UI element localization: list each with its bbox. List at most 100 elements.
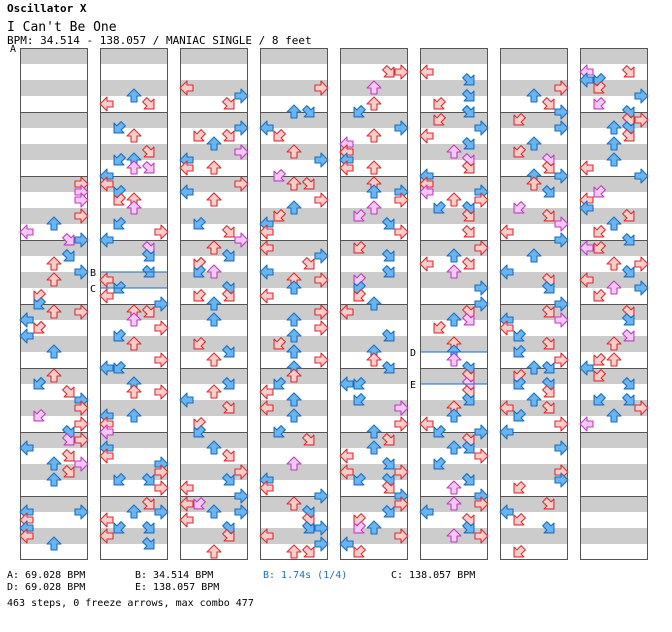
dance-arrow-icon xyxy=(606,120,622,135)
dance-arrow-icon xyxy=(179,392,194,408)
artist-title: Oscillator X xyxy=(7,2,87,15)
beat-band xyxy=(20,336,88,352)
dance-arrow-icon xyxy=(366,424,382,439)
dance-arrow-icon xyxy=(286,280,302,295)
dance-arrow-icon xyxy=(154,320,169,336)
dance-arrow-icon xyxy=(193,289,206,302)
dance-arrow-icon xyxy=(513,145,526,158)
dance-arrow-icon xyxy=(446,144,462,159)
dance-arrow-icon xyxy=(353,289,366,302)
dance-arrow-icon xyxy=(206,240,222,255)
dance-arrow-icon xyxy=(382,217,395,230)
dance-arrow-icon xyxy=(222,401,235,414)
beat-band xyxy=(20,496,88,512)
beat-band xyxy=(420,368,488,384)
dance-arrow-icon xyxy=(474,296,489,312)
beat-band xyxy=(260,240,328,256)
dance-arrow-icon xyxy=(206,160,222,175)
dance-arrow-icon xyxy=(46,304,62,319)
dance-arrow-icon xyxy=(286,328,302,343)
dance-arrow-icon xyxy=(542,305,555,318)
dance-arrow-icon xyxy=(579,272,594,288)
dance-arrow-icon xyxy=(542,521,555,534)
dance-arrow-icon xyxy=(99,512,114,528)
dance-arrow-icon xyxy=(606,152,622,167)
dance-arrow-icon xyxy=(154,464,169,480)
dance-arrow-icon xyxy=(554,120,569,136)
dance-arrow-icon xyxy=(126,160,142,175)
dance-arrow-icon xyxy=(99,424,114,440)
dance-arrow-icon xyxy=(126,408,142,423)
dance-arrow-icon xyxy=(634,280,649,296)
dance-arrow-icon xyxy=(206,384,222,399)
dance-arrow-icon xyxy=(259,480,274,496)
dance-arrow-icon xyxy=(446,496,462,511)
dance-arrow-icon xyxy=(142,537,155,550)
beat-band xyxy=(340,240,408,256)
dance-arrow-icon xyxy=(446,408,462,423)
dance-arrow-icon xyxy=(606,352,622,367)
dance-arrow-icon xyxy=(622,129,635,142)
dance-arrow-icon xyxy=(513,113,526,126)
dance-arrow-icon xyxy=(462,393,475,406)
dance-arrow-icon xyxy=(74,400,89,416)
dance-arrow-icon xyxy=(394,464,409,480)
dance-arrow-icon xyxy=(366,296,382,311)
dance-arrow-icon xyxy=(554,168,569,184)
dance-arrow-icon xyxy=(126,384,142,399)
dance-arrow-icon xyxy=(179,496,194,512)
dance-arrow-icon xyxy=(113,193,126,206)
dance-arrow-icon xyxy=(46,472,62,487)
beat-band xyxy=(180,304,248,320)
dance-arrow-icon xyxy=(622,209,635,222)
dance-arrow-icon xyxy=(259,384,274,400)
dance-arrow-icon xyxy=(419,128,434,144)
dance-arrow-icon xyxy=(513,345,526,358)
dance-arrow-icon xyxy=(526,88,542,103)
dance-arrow-icon xyxy=(366,184,382,199)
dance-arrow-icon xyxy=(46,344,62,359)
dance-arrow-icon xyxy=(394,224,409,240)
dance-arrow-icon xyxy=(273,209,286,222)
dance-arrow-icon xyxy=(113,521,126,534)
dance-arrow-icon xyxy=(382,457,395,470)
beat-band xyxy=(420,464,488,480)
dance-arrow-icon xyxy=(542,497,555,510)
beat-band xyxy=(580,496,648,512)
beat-band xyxy=(260,304,328,320)
dance-arrow-icon xyxy=(113,329,126,342)
dance-arrow-icon xyxy=(366,200,382,215)
dance-arrow-icon xyxy=(142,305,155,318)
dance-arrow-icon xyxy=(259,240,274,256)
dance-arrow-icon xyxy=(33,377,46,390)
dance-arrow-icon xyxy=(19,312,34,328)
dance-arrow-icon xyxy=(193,217,206,230)
dance-arrow-icon xyxy=(474,192,489,208)
dance-arrow-icon xyxy=(62,465,75,478)
dance-arrow-icon xyxy=(179,512,194,528)
dance-arrow-icon xyxy=(593,81,606,94)
dance-arrow-icon xyxy=(382,433,395,446)
beat-band xyxy=(20,176,88,192)
dance-arrow-icon xyxy=(606,336,622,351)
dance-arrow-icon xyxy=(179,160,194,176)
chart-info: BPM: 34.514 - 138.057 / MANIAC SINGLE / … xyxy=(7,34,312,47)
dance-arrow-icon xyxy=(554,104,569,120)
dance-arrow-icon xyxy=(62,249,75,262)
dance-arrow-icon xyxy=(113,473,126,486)
dance-arrow-icon xyxy=(273,425,286,438)
beat-band xyxy=(580,176,648,192)
beat-band xyxy=(20,48,88,64)
dance-arrow-icon xyxy=(433,97,446,110)
dance-arrow-icon xyxy=(33,297,46,310)
dance-arrow-icon xyxy=(462,257,475,270)
dance-arrow-icon xyxy=(302,105,315,118)
dance-arrow-icon xyxy=(113,217,126,230)
dance-arrow-icon xyxy=(314,192,329,208)
dance-arrow-icon xyxy=(554,352,569,368)
beat-band xyxy=(180,176,248,192)
dance-arrow-icon xyxy=(74,192,89,208)
dance-arrow-icon xyxy=(206,440,222,455)
dance-arrow-icon xyxy=(273,377,286,390)
dance-arrow-icon xyxy=(394,400,409,416)
